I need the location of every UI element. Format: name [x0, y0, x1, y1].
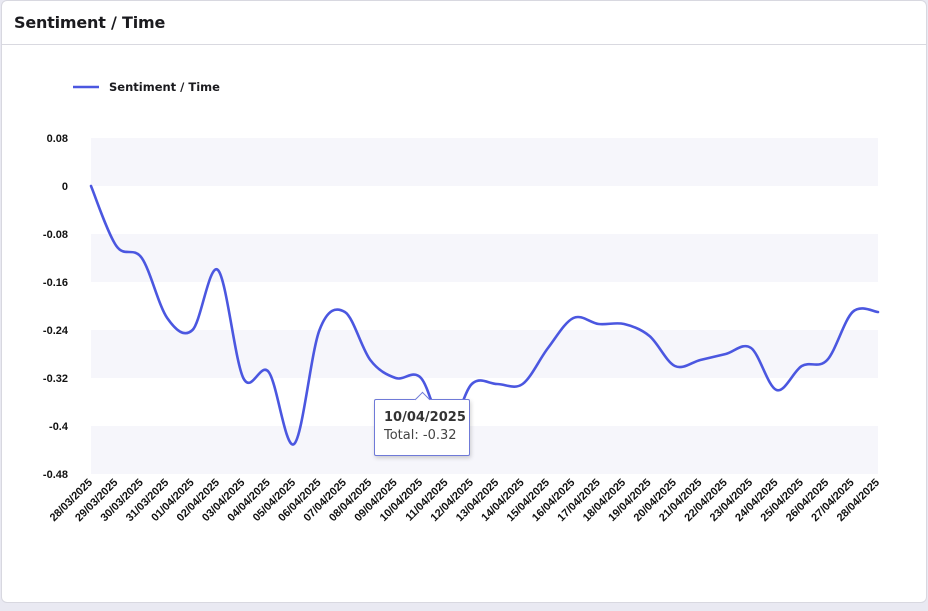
card-title: Sentiment / Time	[14, 13, 166, 32]
data-point	[697, 357, 703, 363]
data-point	[494, 381, 500, 387]
y-tick-label: -0.4	[49, 421, 69, 433]
data-point	[469, 381, 475, 387]
data-point	[520, 381, 526, 387]
y-tick-label: -0.08	[43, 229, 68, 241]
data-point	[850, 309, 856, 315]
data-point	[88, 183, 94, 189]
data-point	[418, 375, 424, 381]
data-point	[723, 351, 729, 357]
data-point	[113, 243, 119, 249]
data-point	[215, 267, 221, 273]
data-point	[393, 375, 399, 381]
data-point	[316, 327, 322, 333]
y-tick-label: 0.08	[47, 133, 68, 145]
plot-band	[91, 426, 878, 474]
data-point	[570, 315, 576, 321]
data-point	[672, 363, 678, 369]
tooltip-date: 10/04/2025	[384, 410, 466, 425]
legend-label: Sentiment / Time	[109, 80, 220, 94]
data-point	[875, 309, 881, 315]
data-point	[266, 369, 272, 375]
data-point	[621, 321, 627, 327]
data-point	[748, 345, 754, 351]
y-tick-label: -0.24	[43, 325, 69, 337]
data-point	[139, 255, 145, 261]
data-point	[647, 333, 653, 339]
data-point	[240, 375, 246, 381]
data-point	[164, 315, 170, 321]
plot-band	[91, 138, 878, 186]
data-point-tooltip: 10/04/2025 Total: -0.32	[374, 391, 470, 456]
series-line	[89, 184, 880, 446]
y-tick-label: -0.48	[43, 469, 68, 481]
data-point	[190, 327, 196, 333]
tooltip-value: Total: -0.32	[384, 428, 457, 443]
card-header: Sentiment / Time	[2, 1, 926, 45]
data-point	[799, 363, 805, 369]
data-point	[596, 321, 602, 327]
data-point	[824, 357, 830, 363]
data-point	[342, 309, 348, 315]
data-point	[545, 345, 551, 351]
plot-band	[91, 330, 878, 378]
data-point	[291, 441, 297, 447]
data-point	[367, 357, 373, 363]
y-tick-label: -0.32	[43, 373, 68, 385]
y-tick-label: -0.16	[43, 277, 68, 289]
plot-band	[91, 234, 878, 282]
y-tick-label: 0	[62, 181, 68, 193]
data-point	[773, 387, 779, 393]
